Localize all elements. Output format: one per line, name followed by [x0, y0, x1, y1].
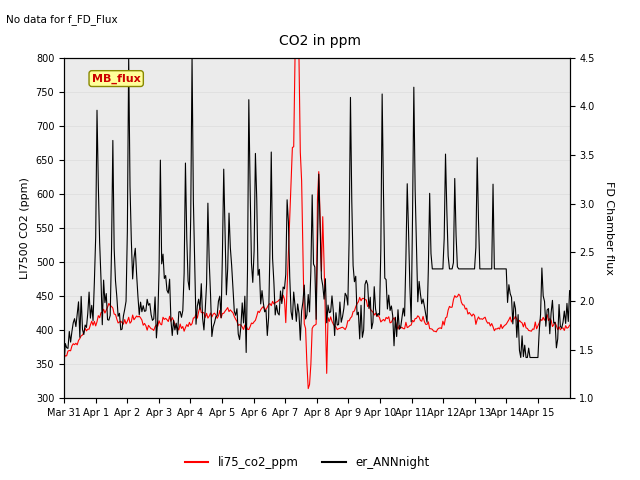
Legend: li75_co2_ppm, er_ANNnight: li75_co2_ppm, er_ANNnight — [180, 452, 435, 474]
Text: CO2 in ppm: CO2 in ppm — [279, 34, 361, 48]
Text: MB_flux: MB_flux — [92, 73, 141, 84]
Text: No data for f_FD_Flux: No data for f_FD_Flux — [6, 14, 118, 25]
Y-axis label: FD Chamber flux: FD Chamber flux — [604, 181, 614, 275]
Y-axis label: LI7500 CO2 (ppm): LI7500 CO2 (ppm) — [20, 177, 30, 279]
